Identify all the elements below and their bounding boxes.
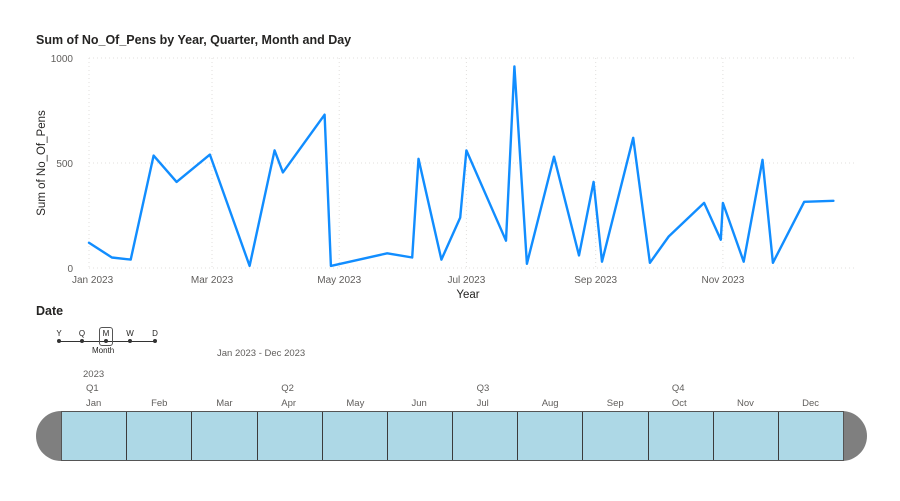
y-tick-label: 500 [56,159,73,170]
timeline-quarter-label[interactable]: Q1 [86,383,99,394]
granularity-dot [153,339,157,343]
granularity-current-label: Month [92,346,115,355]
x-axis-ticks: Jan 2023 Mar 2023 May 2023 Jul 2023 Sep 2023… [72,275,745,286]
y-axis-title: Sum of No_Of_Pens [36,110,48,216]
data-point[interactable] [107,253,117,263]
chart-title: Sum of No_Of_Pens by Year, Quarter, Mont… [36,33,351,47]
data-point[interactable] [455,213,465,223]
timeline-month-cell[interactable] [192,412,258,460]
x-tick-label: Jan 2023 [72,275,114,286]
timeline-cells [61,411,844,461]
timeline-month-label[interactable]: Sep [606,398,624,409]
y-axis-ticks: 0 500 1000 [51,54,74,275]
timeline-month-label[interactable]: Jan [86,398,102,409]
timeline-month-cell[interactable] [257,412,323,460]
timeline-month-cell[interactable] [778,412,844,460]
x-tick-label: Jul 2023 [448,275,486,286]
timeline-month-cell[interactable] [387,412,454,460]
data-point[interactable] [628,133,638,143]
data-point[interactable] [245,261,255,271]
timeline-quarter-label[interactable]: Q2 [281,383,294,394]
data-point[interactable] [84,238,94,248]
date-slicer-title: Date [36,304,64,318]
x-tick-label: Nov 2023 [701,275,744,286]
data-point[interactable] [205,150,215,160]
data-point[interactable] [126,255,136,265]
series-line[interactable] [87,65,835,268]
data-point[interactable] [589,177,599,187]
date-range-label: Jan 2023 - Dec 2023 [217,348,306,359]
timeline-month-label[interactable]: Mar [216,398,233,409]
data-point[interactable] [758,155,768,165]
timeline-quarter-label[interactable]: Q4 [671,383,685,394]
y-tick-label: 0 [67,264,73,275]
data-point[interactable] [501,236,511,246]
granularity-year[interactable]: Y [56,329,62,338]
data-point[interactable] [716,235,726,245]
series-group [84,61,838,271]
data-point[interactable] [574,250,584,260]
data-point[interactable] [509,61,519,71]
granularity-dot [57,339,61,343]
data-point[interactable] [407,253,417,263]
granularity-week[interactable]: W [126,329,134,338]
data-point[interactable] [549,152,559,162]
granularity-selected-marker[interactable] [99,327,113,346]
granularity-selector[interactable]: Y Q M W D Month [54,327,164,358]
data-point[interactable] [645,258,655,268]
timeline-month-cell[interactable] [648,412,714,460]
timeline-month-label[interactable]: Oct [671,398,687,409]
data-point[interactable] [664,232,674,242]
data-point[interactable] [739,257,749,267]
timeline-month-cell[interactable] [453,412,519,460]
data-point[interactable] [172,177,182,187]
timeline-month-label[interactable]: Nov [737,398,754,409]
data-point[interactable] [699,198,709,208]
timeline-month-label[interactable]: Jul [476,398,489,409]
timeline-month-label[interactable]: Dec [802,398,819,409]
timeline-month-cell[interactable] [62,412,128,460]
data-point[interactable] [326,261,336,271]
y-tick-label: 1000 [51,54,74,65]
x-tick-label: Mar 2023 [191,275,234,286]
timeline-month-cell[interactable] [322,412,388,460]
granularity-quarter[interactable]: Q [78,329,86,338]
data-point[interactable] [799,197,809,207]
timeline-month-cell[interactable] [713,412,779,460]
timeline-month-label[interactable]: Feb [151,398,168,409]
data-point[interactable] [461,145,471,155]
granularity-month[interactable]: M [102,329,110,338]
data-point[interactable] [413,154,423,164]
data-point[interactable] [278,167,288,177]
data-point[interactable] [768,258,778,268]
timeline-month-label[interactable]: Apr [281,398,297,409]
data-point[interactable] [436,255,446,265]
timeline-month-cell[interactable] [518,412,584,460]
data-point[interactable] [149,151,159,161]
data-point[interactable] [270,145,280,155]
data-point[interactable] [718,198,728,208]
timeline-month-label[interactable]: Aug [541,398,559,409]
granularity-day[interactable]: D [152,329,158,338]
x-tick-label: May 2023 [317,275,361,286]
timeline-month-cell[interactable] [583,412,649,460]
timeline-month-cell[interactable] [127,412,193,460]
timeline-month-label[interactable]: May [346,398,365,409]
data-point[interactable] [382,248,392,258]
data-point[interactable] [522,259,532,269]
timeline-year-label[interactable]: 2023 [83,369,105,380]
line-chart: Sum of No_Of_Pens by Year, Quarter, Mont… [36,33,854,300]
x-axis-title: Year [456,289,479,300]
timeline-month-label[interactable]: Jun [411,398,427,409]
data-point[interactable] [828,196,838,206]
data-point[interactable] [320,110,330,120]
granularity-dot [80,339,84,343]
timeline-range[interactable] [36,411,867,461]
x-tick-label: Sep 2023 [574,275,617,286]
data-point[interactable] [597,257,607,267]
timeline-quarter-label[interactable]: Q3 [476,383,490,394]
granularity-dot [104,339,108,343]
granularity-dot [128,339,132,343]
